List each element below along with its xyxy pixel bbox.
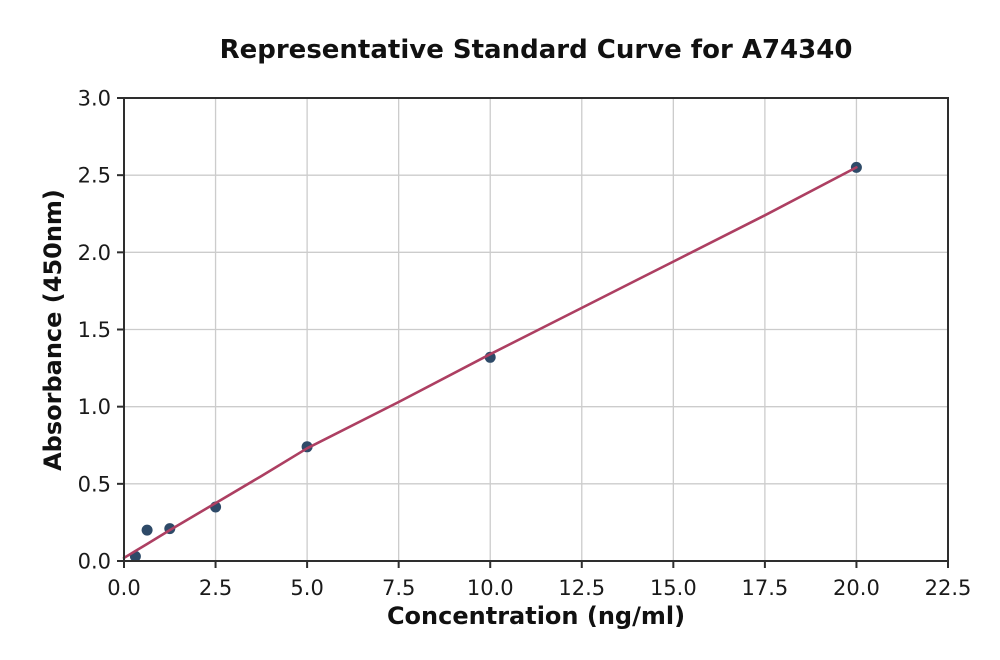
data-point [141,524,153,536]
x-tick-label: 20.0 [833,576,880,600]
y-tick-label: 2.0 [78,241,111,265]
y-tick-label: 1.0 [78,395,111,419]
y-tick-label: 0.0 [78,550,111,574]
y-tick-label: 1.5 [78,318,111,342]
tick-labels: 0.0 2.5 5.0 7.5 10.0 12.5 15.0 17.5 20.0 22.5 0.0 0… [78,87,972,601]
x-tick-label: 17.5 [742,576,789,600]
y-tick-label: 2.5 [78,164,111,188]
x-tick-label: 2.5 [199,576,232,600]
x-tick-label: 22.5 [925,576,972,600]
x-axis-label: Concentration (ng/ml) [386,602,686,630]
x-tick-label: 10.0 [467,576,514,600]
y-tick-label: 3.0 [78,87,111,111]
x-tick-label: 5.0 [290,576,323,600]
x-tick-label: 12.5 [558,576,605,600]
y-tick-label: 0.5 [78,472,111,496]
x-tick-label: 15.0 [650,576,697,600]
x-tick-label: 7.5 [382,576,415,600]
x-tick-label: 0.0 [107,576,140,600]
tick-marks [117,97,949,568]
grid-lines [123,97,949,562]
chart-title: Representative Standard Curve for A74340 [219,35,853,65]
fit-line [122,166,858,560]
